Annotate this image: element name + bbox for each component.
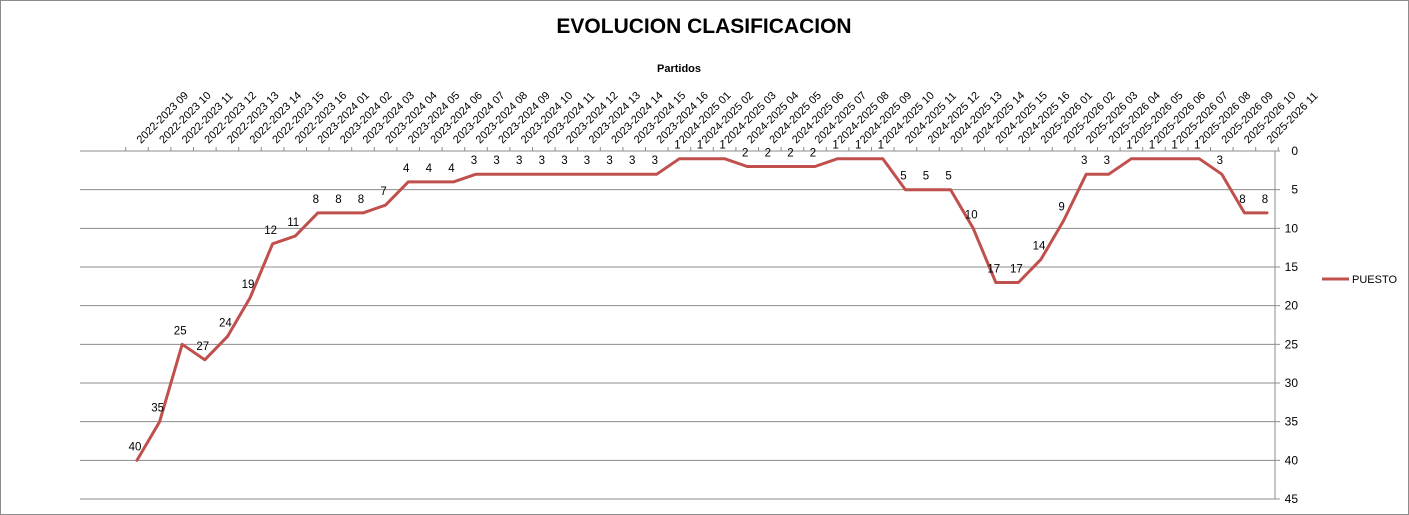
data-label: 3 xyxy=(1217,155,1223,167)
data-label: 8 xyxy=(358,194,364,206)
data-label: 1 xyxy=(1126,140,1132,152)
data-label: 1 xyxy=(878,140,884,152)
data-label: 5 xyxy=(900,171,906,183)
data-label: 25 xyxy=(174,325,187,337)
data-label: 9 xyxy=(1058,202,1064,214)
data-label: 4 xyxy=(448,163,455,175)
data-label: 11 xyxy=(287,217,299,229)
data-label: 1 xyxy=(1194,140,1200,152)
data-label: 1 xyxy=(674,140,680,152)
data-label: 1 xyxy=(697,140,703,152)
data-label: 17 xyxy=(987,263,1000,275)
chart-title: EVOLUCION CLASIFICACION xyxy=(556,15,851,38)
data-label: 1 xyxy=(719,140,725,152)
data-label: 2 xyxy=(765,147,771,159)
data-label: 3 xyxy=(471,155,477,167)
data-label: 1 xyxy=(855,140,861,152)
data-label: 2 xyxy=(810,147,816,159)
y-tick-labels: 0 5 10 15 20 25 30 35 40 45 xyxy=(1285,144,1299,506)
data-label: 1 xyxy=(1149,140,1155,152)
data-label: 2 xyxy=(742,147,748,159)
y-tick-label: 5 xyxy=(1291,183,1298,197)
data-label: 19 xyxy=(242,279,255,291)
y-tick-label: 15 xyxy=(1285,260,1299,274)
data-label: 10 xyxy=(965,209,978,221)
data-label: 2 xyxy=(787,147,793,159)
grid-lines xyxy=(80,150,1280,500)
data-label: 8 xyxy=(313,194,319,206)
data-label: 4 xyxy=(403,163,410,175)
y-tick-label: 25 xyxy=(1285,337,1299,351)
data-label: 3 xyxy=(584,155,590,167)
legend-label: PUESTO xyxy=(1352,274,1397,286)
y-tick-label: 10 xyxy=(1285,221,1299,235)
data-label: 3 xyxy=(516,155,522,167)
data-label: 12 xyxy=(264,225,277,237)
data-label: 1 xyxy=(1171,140,1177,152)
data-label: 17 xyxy=(1010,263,1023,275)
data-label: 4 xyxy=(426,163,433,175)
data-label: 3 xyxy=(1081,155,1087,167)
y-tick-label: 35 xyxy=(1285,415,1299,429)
data-label: 27 xyxy=(196,341,209,353)
x-axis-title: Partidos xyxy=(657,63,701,75)
data-label: 3 xyxy=(606,155,612,167)
data-label: 8 xyxy=(335,194,341,206)
data-label: 1 xyxy=(832,140,838,152)
data-label: 7 xyxy=(380,186,386,198)
data-label: 3 xyxy=(493,155,499,167)
data-label: 5 xyxy=(923,171,929,183)
data-label: 14 xyxy=(1033,240,1046,252)
data-label: 3 xyxy=(561,155,567,167)
y-tick-label: 20 xyxy=(1285,299,1299,313)
y-tick-label: 30 xyxy=(1285,376,1299,390)
data-label: 3 xyxy=(629,155,635,167)
y-tick-label: 40 xyxy=(1285,453,1299,467)
data-label: 3 xyxy=(652,155,658,167)
data-label: 24 xyxy=(219,318,232,330)
data-label: 40 xyxy=(129,441,142,453)
y-tick-label: 0 xyxy=(1291,144,1298,158)
legend: PUESTO xyxy=(1322,274,1397,286)
series-layer xyxy=(135,157,1269,462)
data-label: 8 xyxy=(1262,194,1268,206)
data-label: 35 xyxy=(151,403,164,415)
data-label: 3 xyxy=(1104,155,1110,167)
data-label: 3 xyxy=(539,155,545,167)
y-tick-label: 45 xyxy=(1285,492,1299,506)
series-line-puesto xyxy=(135,157,1269,462)
axes xyxy=(80,147,1279,499)
data-label: 5 xyxy=(945,171,951,183)
data-label: 8 xyxy=(1239,194,1245,206)
